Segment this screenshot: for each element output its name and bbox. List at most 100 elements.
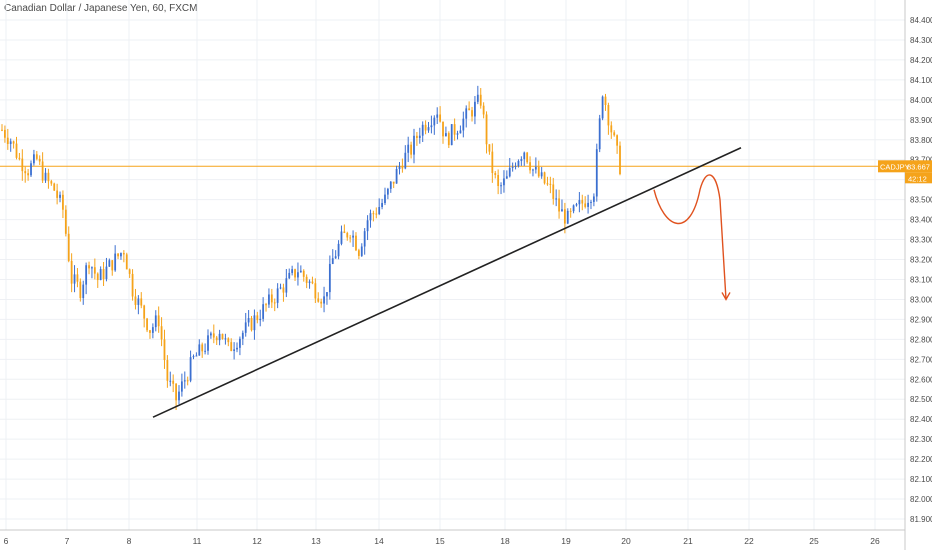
candle-body — [146, 318, 148, 331]
candle-body — [149, 330, 151, 333]
candle-body — [154, 315, 157, 328]
candle-body — [369, 213, 372, 221]
projection-arrow[interactable] — [653, 174, 727, 300]
candle-body — [378, 207, 381, 215]
candle-body — [619, 145, 621, 175]
price-tag: CADJPY 83.667 42:12 — [878, 160, 932, 184]
candle-body — [445, 133, 447, 137]
candle-body — [15, 143, 18, 158]
candle-body — [392, 181, 395, 184]
candle-body — [236, 347, 238, 350]
y-tick-label: 83.900 — [910, 116, 932, 125]
candle-body — [427, 127, 430, 131]
candle-body — [288, 272, 291, 279]
candle-body — [320, 301, 323, 304]
candle-body — [44, 172, 47, 181]
candle-body — [291, 269, 294, 273]
candle-body — [233, 349, 236, 351]
candle-body — [430, 125, 433, 128]
candle-body — [558, 198, 560, 212]
candle-body — [534, 166, 537, 170]
x-tick-label: 11 — [193, 536, 202, 546]
candle-body — [256, 315, 259, 321]
candle-body — [253, 315, 256, 331]
candle-body — [482, 105, 485, 115]
candle-body — [503, 178, 505, 186]
candle-body — [157, 315, 160, 327]
candle-body — [192, 356, 195, 358]
candle-body — [114, 253, 117, 271]
candle-body — [24, 171, 27, 174]
candle-body — [317, 298, 320, 302]
grid — [0, 0, 905, 530]
candle-body — [401, 166, 404, 169]
candle-body — [526, 152, 529, 163]
candle-body — [537, 166, 540, 177]
candle-body — [178, 391, 180, 401]
candle-body — [247, 318, 250, 323]
candle-body — [120, 253, 122, 257]
candle-body — [360, 246, 363, 256]
trendline[interactable] — [152, 147, 742, 418]
x-tick-label: 19 — [561, 536, 571, 546]
candle-body — [384, 194, 386, 204]
candle-body — [421, 124, 424, 136]
y-tick-label: 83.500 — [910, 196, 932, 205]
candle-body — [198, 344, 201, 356]
candle-body — [514, 166, 517, 168]
candle-body — [450, 124, 453, 146]
x-tick-label: 13 — [311, 536, 321, 546]
candle-body — [117, 253, 119, 257]
x-tick-label: 15 — [435, 536, 445, 546]
candles — [1, 85, 621, 411]
candle-body — [221, 333, 224, 340]
candle-body — [96, 273, 99, 281]
x-tick-label: 6 — [4, 536, 9, 546]
candle-body — [175, 383, 177, 401]
y-tick-label: 82.700 — [910, 355, 932, 364]
candle-body — [471, 110, 473, 117]
candle-body — [285, 278, 288, 293]
candle-body — [151, 327, 154, 333]
y-tick-label: 83.700 — [910, 156, 932, 165]
candle-body — [578, 200, 581, 205]
candle-body — [273, 302, 276, 304]
candle-body — [505, 176, 508, 179]
y-tick-label: 83.200 — [910, 256, 932, 265]
candle-body — [250, 318, 253, 331]
candle-body — [563, 209, 566, 224]
x-tick-label: 14 — [374, 536, 384, 546]
candle-body — [488, 144, 491, 152]
candle-body — [227, 338, 230, 343]
y-tick-label: 82.000 — [910, 495, 932, 504]
candle-body — [215, 337, 218, 341]
candle-body — [268, 294, 270, 305]
candle-body — [105, 266, 108, 280]
candle-body — [35, 154, 38, 159]
candle-body — [381, 203, 383, 208]
candle-body — [604, 96, 607, 105]
candle-body — [372, 213, 375, 215]
candle-body — [30, 163, 32, 176]
candle-body — [592, 196, 595, 202]
candle-body — [517, 161, 520, 167]
candle-body — [88, 265, 90, 269]
candle-body — [270, 294, 273, 303]
y-tick-label: 83.100 — [910, 275, 932, 284]
candle-body — [4, 129, 6, 138]
candle-body — [584, 203, 587, 207]
candle-body — [311, 281, 314, 284]
candle-body — [436, 114, 439, 118]
candle-body — [259, 318, 262, 321]
price-tag-value: 83.667 — [907, 162, 930, 171]
candle-body — [352, 235, 354, 238]
x-tick-label: 7 — [65, 536, 70, 546]
candle-body — [163, 339, 166, 361]
candle-body — [540, 172, 543, 177]
candle-body — [572, 205, 575, 212]
candle-body — [552, 184, 555, 199]
candle-body — [12, 141, 15, 144]
candle-body — [180, 381, 183, 392]
candle-body — [398, 166, 401, 169]
